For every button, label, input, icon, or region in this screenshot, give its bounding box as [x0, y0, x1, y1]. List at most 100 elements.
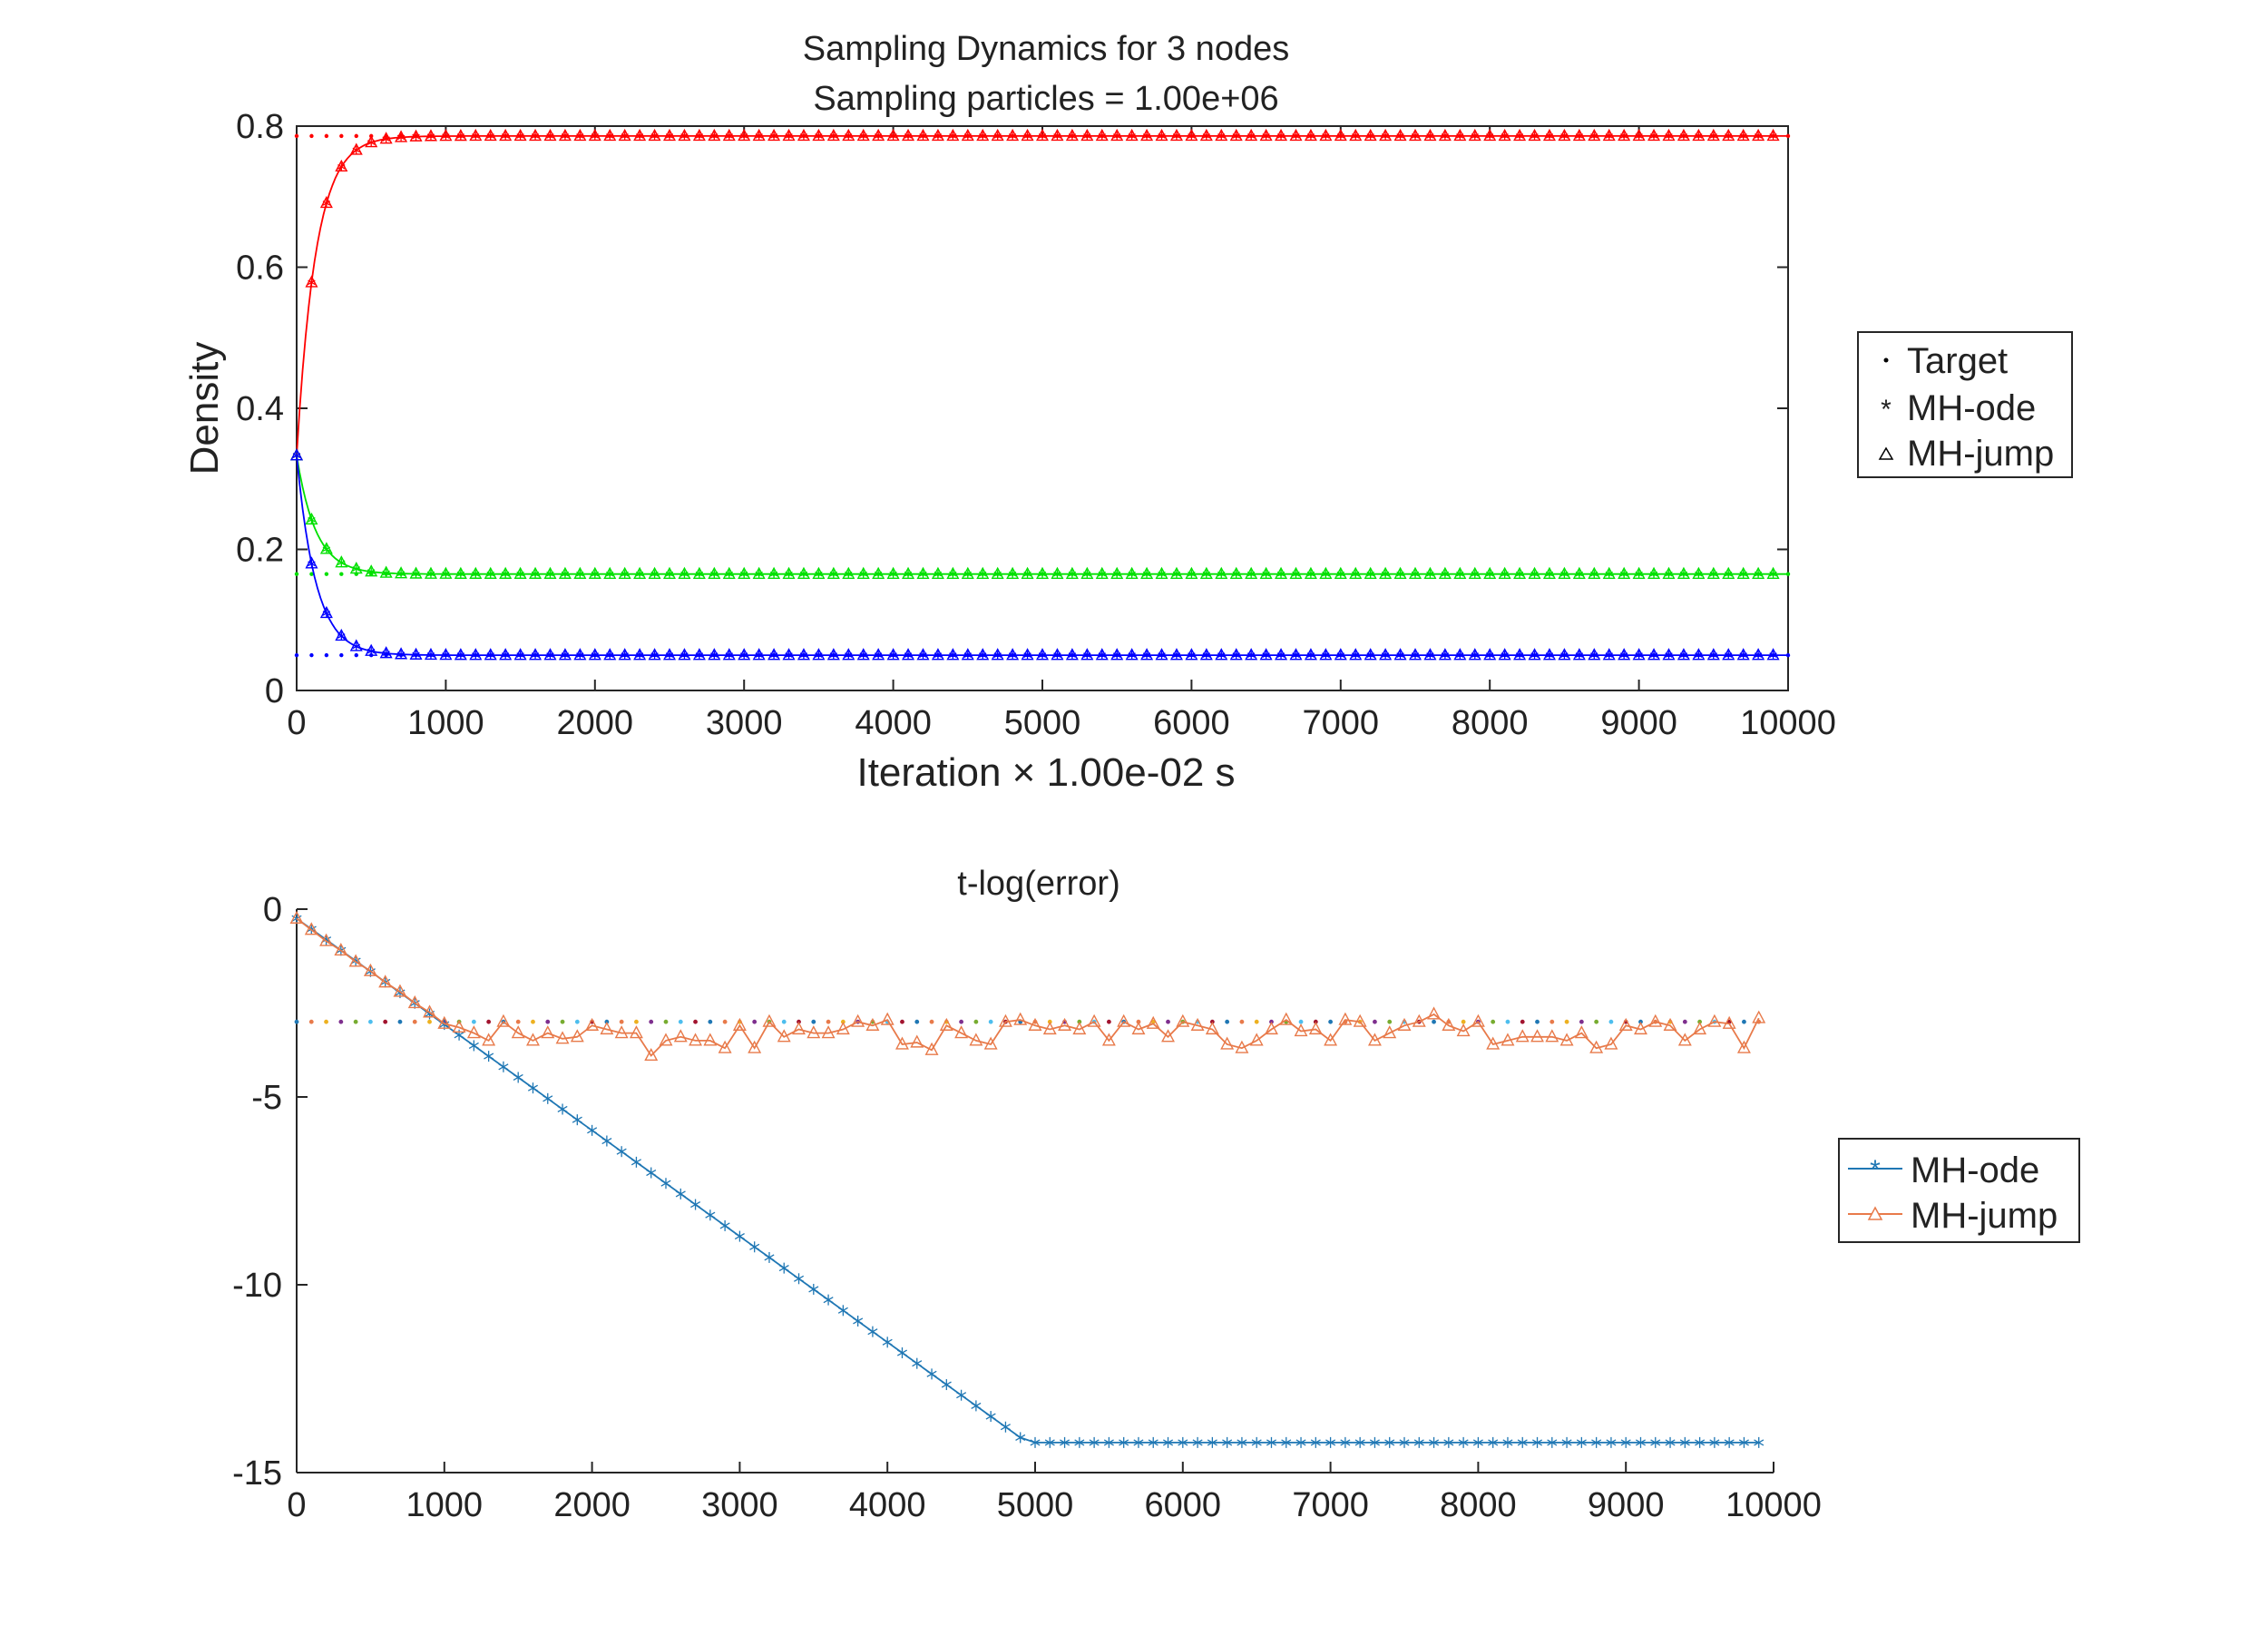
reference-dot	[1107, 1019, 1111, 1024]
mh-jump-point	[319, 933, 334, 946]
legend-marker-target	[1883, 357, 1889, 363]
mh-ode-line	[296, 917, 1759, 1444]
x-tick-label: 0	[287, 704, 306, 742]
mh-jump-point	[738, 566, 751, 579]
mh-jump-point	[424, 647, 437, 661]
mh-jump-point	[678, 566, 691, 579]
mh-ode-line	[296, 455, 1788, 575]
mh-jump-point	[1528, 648, 1541, 661]
mh-jump-point	[826, 128, 840, 142]
mh-jump-point	[1169, 648, 1183, 661]
mh-jump-point	[1229, 566, 1243, 579]
mh-jump-point	[1028, 1017, 1042, 1031]
mh-jump-point	[1161, 1029, 1175, 1043]
mh-jump-point	[365, 564, 378, 577]
mh-jump-point	[931, 128, 944, 142]
mh-ode-point	[616, 1146, 627, 1158]
mh-jump-point	[482, 1033, 496, 1046]
mh-jump-point	[748, 1040, 762, 1053]
mh-jump-point	[931, 566, 944, 579]
mh-ode-point	[1089, 1436, 1100, 1448]
mh-jump-point	[910, 1034, 924, 1048]
y-tick-label: -15	[232, 1454, 282, 1493]
reference-dot	[515, 1019, 521, 1024]
mh-jump-point	[1423, 648, 1437, 661]
y-tick-label: -5	[251, 1079, 282, 1117]
mh-jump-point	[558, 566, 572, 579]
mh-jump-point	[469, 648, 483, 661]
mh-jump-point	[856, 648, 870, 661]
reference-dot	[900, 1019, 904, 1024]
mh-jump-point	[529, 648, 543, 661]
mh-jump-point	[1558, 128, 1571, 142]
mh-ode-point	[1044, 1436, 1055, 1448]
mh-jump-point	[1647, 648, 1661, 661]
reference-dot	[988, 1019, 993, 1024]
reference-dot	[1225, 1019, 1230, 1024]
mh-jump-point	[409, 566, 423, 579]
mh-jump-point	[1707, 1013, 1722, 1027]
mh-jump-point	[916, 128, 930, 142]
mh-ode-point	[1060, 1436, 1070, 1448]
mh-jump-point	[895, 1036, 909, 1050]
mh-jump-point	[543, 128, 557, 142]
mh-jump-point	[991, 566, 1004, 579]
mh-jump-point	[1528, 128, 1541, 142]
mh-jump-point	[886, 648, 900, 661]
x-tick-label: 7000	[1303, 704, 1380, 742]
mh-jump-point	[991, 648, 1004, 661]
mh-jump-point	[1513, 648, 1527, 661]
mh-jump-point	[349, 142, 363, 155]
mh-jump-point	[826, 648, 840, 661]
mh-jump-point	[1722, 566, 1735, 579]
mh-jump-point	[1677, 128, 1690, 142]
mh-jump-point	[469, 566, 483, 579]
mh-jump-point	[842, 128, 855, 142]
reference-dot	[619, 1019, 624, 1024]
reference-dot	[1682, 1019, 1687, 1024]
legend-label-mh-jump: MH-jump	[1907, 434, 2054, 474]
x-tick-label: 10000	[1740, 704, 1836, 742]
mh-ode-point	[912, 1357, 923, 1369]
mh-jump-point	[856, 128, 870, 142]
legend-box	[1838, 1138, 2080, 1243]
mh-ode-point	[1295, 1436, 1306, 1448]
legend-label-target: Target	[1907, 341, 2008, 381]
reference-dot	[781, 1019, 787, 1024]
legend-label-mh-ode: MH-ode	[1907, 388, 2036, 428]
y-tick-label: 0.8	[236, 108, 284, 146]
mh-jump-point	[603, 648, 617, 661]
mh-jump-point	[335, 628, 348, 641]
mh-jump-point	[1338, 1012, 1353, 1025]
x-tick-label: 8000	[1440, 1486, 1517, 1524]
mh-jump-point	[379, 646, 393, 659]
mh-ode-point	[1531, 1436, 1543, 1448]
mh-jump-point	[1453, 566, 1467, 579]
reference-dot	[1505, 1019, 1510, 1024]
x-tick-label: 8000	[1452, 704, 1529, 742]
mh-ode-point	[1635, 1436, 1647, 1448]
mh-jump-point	[821, 1025, 836, 1039]
mh-jump-point	[363, 963, 377, 976]
mh-jump-point	[678, 648, 691, 661]
reference-dot	[486, 1019, 492, 1024]
mh-jump-point	[1013, 1012, 1028, 1025]
reference-dot	[914, 1019, 920, 1024]
mh-jump-point	[1367, 1033, 1382, 1046]
mh-jump-point	[588, 648, 601, 661]
reference-dot	[1549, 1019, 1555, 1024]
mh-jump-point	[1572, 128, 1586, 142]
mh-jump-point	[1453, 648, 1467, 661]
reference-dot	[1166, 1019, 1170, 1024]
mh-jump-point	[1393, 566, 1407, 579]
mh-jump-point	[543, 566, 557, 579]
mh-jump-point	[762, 1013, 777, 1027]
mh-ode-point	[1207, 1436, 1217, 1448]
mh-jump-point	[1155, 128, 1168, 142]
mh-ode-point	[1576, 1436, 1587, 1448]
mh-jump-point	[738, 648, 751, 661]
mh-ode-point	[631, 1156, 641, 1168]
mh-jump-point	[304, 922, 318, 935]
target-dot	[309, 652, 314, 658]
mh-ode-point	[1458, 1436, 1469, 1448]
